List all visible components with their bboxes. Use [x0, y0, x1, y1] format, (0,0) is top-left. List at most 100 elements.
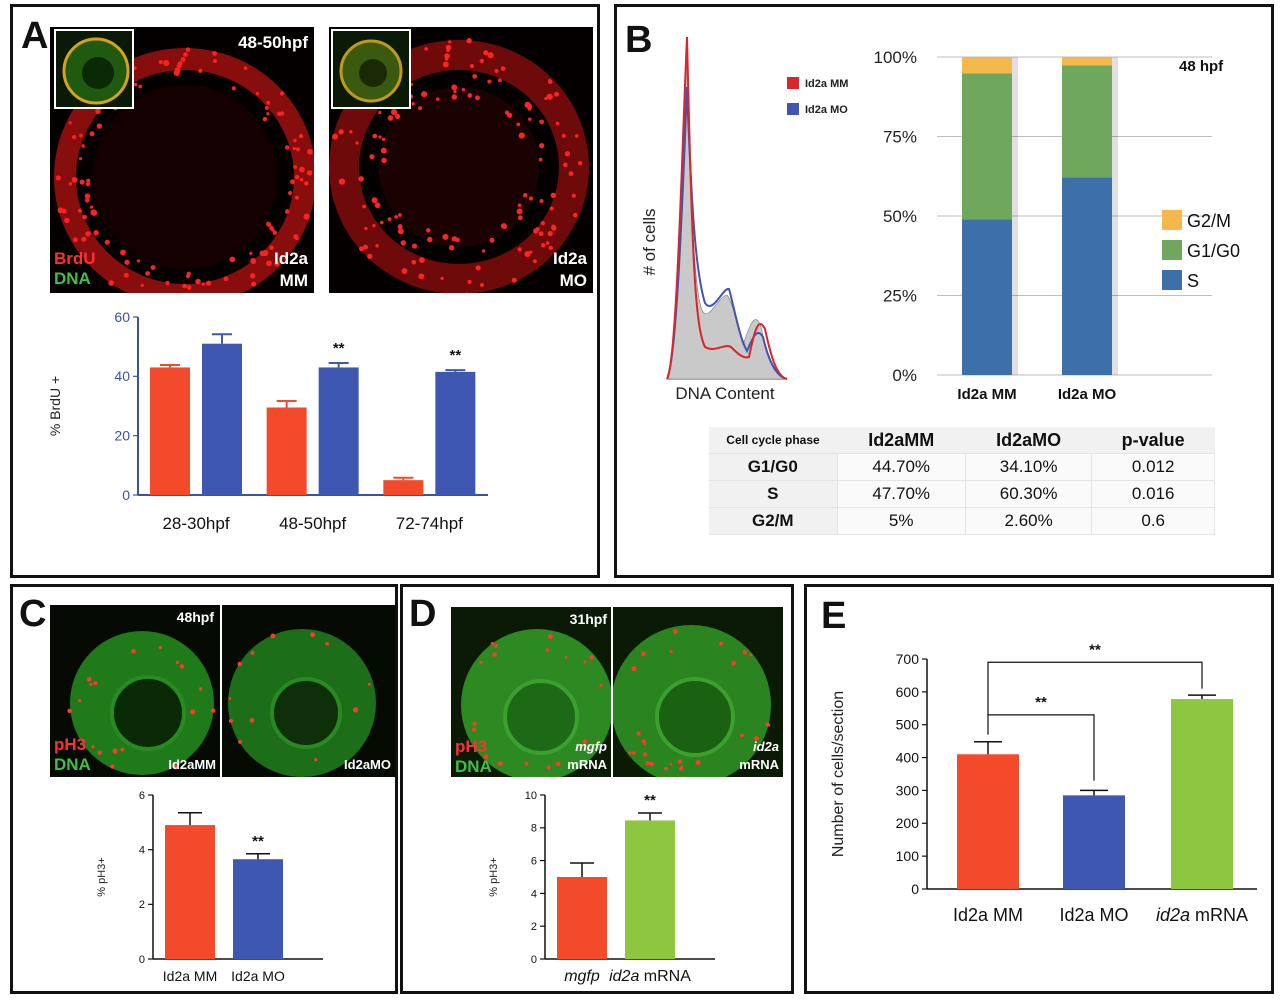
nucleus-dot: [91, 745, 95, 749]
stacked-bar-segment: [962, 73, 1012, 220]
nucleus-dot: [545, 241, 550, 245]
bar: [233, 859, 283, 959]
nucleus-dot: [205, 280, 212, 286]
nucleus-dot: [466, 37, 472, 44]
micrograph-a-mo: Id2a MO: [329, 27, 593, 293]
nucleus-dot: [742, 650, 748, 655]
nucleus-dot: [571, 193, 576, 198]
panel-c-label: C: [19, 593, 47, 635]
nucleus-dot: [481, 249, 486, 253]
nucleus-dot: [201, 282, 205, 286]
y-tick-label: 100: [896, 848, 920, 864]
nucleus-dot: [264, 105, 269, 110]
nucleus-dot: [292, 146, 296, 151]
nucleus-dot: [497, 761, 503, 767]
nucleus-dot: [89, 131, 95, 137]
nucleus-dot: [231, 86, 236, 91]
nucleus-dot: [79, 133, 83, 138]
condition-label: Id2aMM: [168, 757, 216, 772]
nucleus-dot: [259, 250, 266, 257]
nucleus-dot: [198, 687, 203, 691]
nucleus-dot: [540, 221, 545, 226]
nucleus-dot: [664, 766, 668, 771]
nucleus-dot: [555, 761, 561, 767]
micrograph-a-mm-inset: [54, 29, 134, 109]
nucleus-dot: [262, 116, 268, 122]
stain-ph3-label: pH3: [455, 737, 488, 756]
nucleus-dot: [68, 182, 73, 186]
nucleus-dot: [367, 682, 371, 686]
nucleus-dot: [237, 661, 243, 667]
y-tick-label: 20: [114, 428, 130, 444]
inset-a-mo-image: [339, 39, 403, 103]
nucleus-dot: [352, 707, 359, 713]
nucleus-dot: [539, 142, 545, 149]
nucleus-dot: [564, 655, 568, 659]
nucleus-dot: [561, 133, 566, 138]
bar: [165, 825, 215, 959]
nucleus-dot: [400, 240, 406, 246]
x-tick-label: 28-30hpf: [162, 514, 229, 533]
nucleus-dot: [250, 650, 255, 655]
nucleus-dot: [548, 245, 554, 251]
nucleus-dot: [440, 276, 444, 281]
nucleus-dot: [475, 265, 481, 271]
nucleus-dot: [165, 280, 170, 285]
nucleus-dot: [274, 261, 280, 267]
nucleus-dot: [57, 207, 64, 214]
nucleus-dot: [518, 132, 525, 139]
nucleus-dot: [266, 260, 272, 267]
time-label: 48hpf: [176, 609, 214, 625]
y-tick-label: 200: [896, 815, 920, 831]
nucleus-dot: [212, 59, 217, 64]
table-header: Id2aMM: [837, 427, 966, 454]
nucleus-dot: [436, 97, 440, 101]
nucleus-dot: [81, 144, 85, 148]
nucleus-dot: [174, 67, 181, 74]
nucleus-dot: [480, 283, 484, 287]
nucleus-dot: [411, 259, 417, 265]
y-tick-label: 100%: [874, 48, 917, 67]
table-cell: 5%: [837, 507, 966, 535]
x-tick-label: Id2a MM: [953, 905, 1023, 925]
nucleus-dot: [198, 68, 203, 73]
y-tick-label: 6: [531, 855, 537, 867]
nucleus-dot: [549, 206, 554, 211]
nucleus-dot: [72, 237, 78, 243]
nucleus-dot: [294, 174, 300, 180]
table-cell: 0.012: [1091, 453, 1215, 481]
nucleus-dot: [451, 236, 458, 242]
y-tick-label: 500: [896, 717, 920, 733]
nucleus-dot: [555, 121, 560, 126]
condition-label-2: MO: [559, 271, 587, 290]
nucleus-dot: [467, 93, 473, 98]
nucleus-dot: [96, 123, 103, 129]
nucleus-dot: [719, 641, 723, 646]
stain-dna-label: DNA: [54, 269, 91, 288]
nucleus-dot: [195, 278, 201, 285]
time-label: 31hpf: [569, 611, 607, 627]
x-tick-label: mgfp: [564, 968, 600, 985]
bar: [957, 754, 1019, 889]
y-tick-label: 40: [114, 368, 130, 384]
nucleus-dot: [89, 205, 94, 209]
table-cell: 44.70%: [837, 453, 966, 481]
nucleus-dot: [179, 664, 185, 669]
nucleus-dot: [86, 178, 91, 183]
nucleus-dot: [223, 276, 229, 282]
nucleus-dot: [539, 119, 544, 125]
nucleus-dot: [394, 215, 398, 219]
y-tick-label: 0: [122, 487, 130, 503]
table-cell: 0.6: [1091, 507, 1215, 535]
nucleus-dot: [82, 214, 87, 220]
nucleus-dot: [158, 645, 163, 650]
nucleus-dot: [133, 66, 137, 70]
nucleus-dot: [669, 762, 673, 766]
nucleus-dot: [186, 285, 192, 290]
legend-label-mm: Id2a MM: [805, 78, 848, 90]
nucleus-dot: [672, 628, 678, 634]
nucleus-dot: [529, 250, 533, 254]
nucleus-dot: [487, 52, 494, 59]
nucleus-dot: [64, 217, 70, 224]
nucleus-dot: [451, 84, 458, 91]
